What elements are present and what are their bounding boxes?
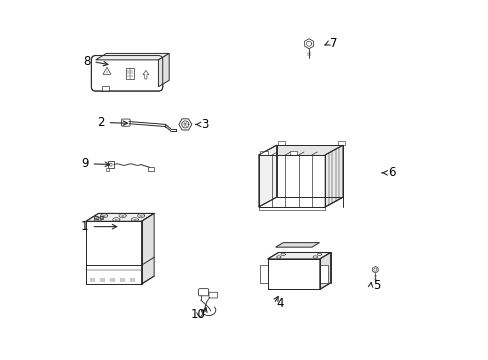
Polygon shape bbox=[258, 155, 325, 207]
Text: 5: 5 bbox=[373, 279, 380, 292]
Bar bbox=[102, 86, 109, 91]
Bar bbox=[337, 141, 345, 145]
Text: 6: 6 bbox=[387, 166, 394, 179]
Bar bbox=[105, 168, 109, 171]
Text: 8: 8 bbox=[83, 55, 90, 68]
FancyBboxPatch shape bbox=[198, 289, 208, 296]
Polygon shape bbox=[258, 197, 342, 207]
Bar bbox=[125, 68, 133, 79]
Text: 2: 2 bbox=[97, 116, 104, 129]
Polygon shape bbox=[86, 213, 154, 221]
Polygon shape bbox=[372, 266, 377, 273]
Polygon shape bbox=[325, 145, 342, 207]
Polygon shape bbox=[142, 213, 154, 284]
Polygon shape bbox=[275, 243, 319, 247]
Polygon shape bbox=[267, 252, 330, 259]
Bar bbox=[290, 150, 297, 155]
Bar bbox=[94, 216, 98, 219]
Text: 1: 1 bbox=[81, 220, 88, 233]
Bar bbox=[148, 167, 154, 171]
FancyBboxPatch shape bbox=[91, 55, 163, 91]
Bar bbox=[260, 265, 267, 283]
Polygon shape bbox=[258, 145, 276, 207]
Bar bbox=[100, 216, 103, 219]
Text: 7: 7 bbox=[330, 37, 337, 50]
Polygon shape bbox=[179, 119, 191, 130]
Polygon shape bbox=[304, 39, 313, 49]
Polygon shape bbox=[86, 221, 142, 284]
Polygon shape bbox=[276, 145, 342, 197]
Bar bbox=[278, 141, 285, 145]
FancyBboxPatch shape bbox=[208, 292, 217, 298]
Text: 4: 4 bbox=[276, 297, 284, 310]
FancyBboxPatch shape bbox=[121, 119, 130, 126]
Polygon shape bbox=[158, 53, 169, 87]
Text: 10: 10 bbox=[190, 308, 205, 321]
Polygon shape bbox=[319, 252, 330, 289]
Polygon shape bbox=[267, 259, 319, 289]
Text: 9: 9 bbox=[81, 157, 88, 170]
Bar bbox=[319, 265, 327, 283]
Text: 3: 3 bbox=[201, 118, 208, 131]
Polygon shape bbox=[96, 53, 169, 60]
Bar bbox=[107, 161, 114, 168]
Bar bbox=[260, 150, 267, 155]
